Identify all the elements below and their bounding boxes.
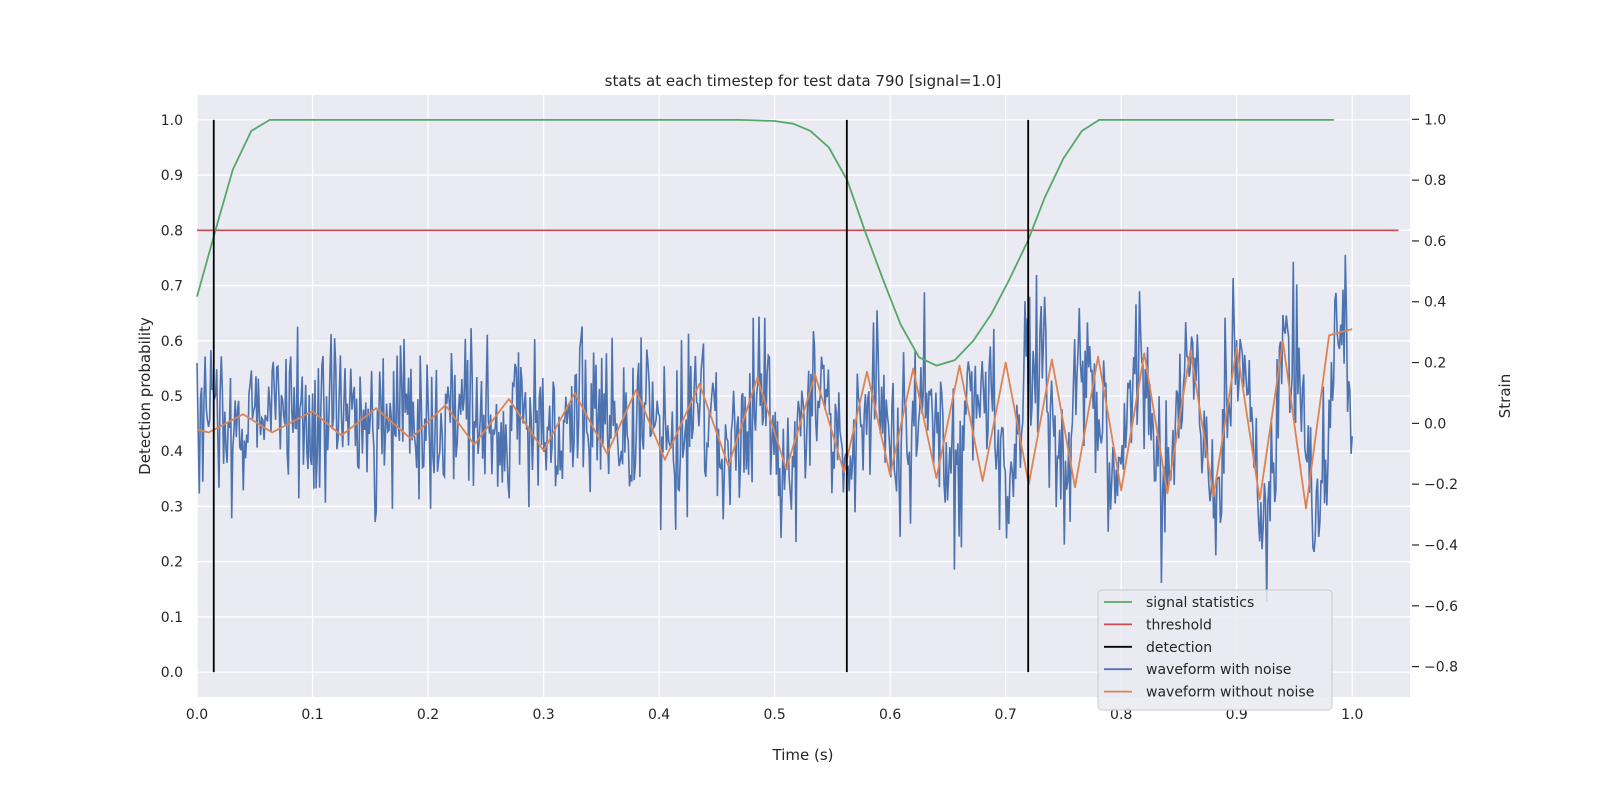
right-y-tick-label: 0.6	[1424, 234, 1446, 250]
x-tick-label: 0.4	[648, 707, 670, 723]
right-y-tick-label: −0.2	[1424, 477, 1458, 493]
legend: signal statistics threshold detection wavef…	[1097, 589, 1333, 711]
left-y-tick-label: 0.8	[161, 223, 183, 239]
left-y-tick-label: 0.1	[161, 610, 183, 626]
right-y-tick-label: −0.4	[1424, 538, 1458, 554]
legend-label: threshold	[1146, 617, 1212, 633]
right-y-axis-ticks: −0.8 −0.6 −0.4 −0.2 0.0 0.2 0.4 0.6 0.8 1.0	[1412, 112, 1458, 676]
x-tick-label: 0.6	[879, 707, 901, 723]
left-y-tick-label: 0.2	[161, 555, 183, 571]
legend-label: detection	[1146, 640, 1212, 656]
left-y-tick-label: 1.0	[161, 113, 183, 129]
left-y-tick-label: 0.5	[161, 389, 183, 405]
x-tick-label: 0.2	[417, 707, 439, 723]
x-tick-label: 0.7	[995, 707, 1017, 723]
x-tick-label: 0.3	[532, 707, 554, 723]
legend-box	[1097, 589, 1333, 711]
x-tick-label: 0.8	[1110, 707, 1132, 723]
legend-label: waveform without noise	[1146, 685, 1314, 701]
x-tick-label: 0.1	[301, 707, 323, 723]
right-y-axis-title: Strain	[1496, 374, 1514, 418]
left-y-tick-label: 0.3	[161, 499, 183, 515]
right-y-tick-label: −0.8	[1424, 660, 1458, 676]
left-y-tick-label: 0.7	[161, 279, 183, 295]
chart-title: stats at each timestep for test data 790…	[605, 72, 1002, 90]
x-axis-title: Time (s)	[772, 746, 834, 764]
left-y-axis-ticks: 0.0 0.1 0.2 0.3 0.4 0.5 0.6 0.7 0.8 0.9 1.0	[161, 113, 183, 681]
right-y-tick-label: 0.8	[1424, 173, 1446, 189]
right-y-tick-label: −0.6	[1424, 599, 1458, 615]
legend-label: signal statistics	[1146, 595, 1254, 611]
x-tick-label: 0.5	[763, 707, 785, 723]
right-y-tick-label: 1.0	[1424, 112, 1446, 128]
legend-label: waveform with noise	[1146, 662, 1291, 678]
x-axis-ticks: 0.0 0.1 0.2 0.3 0.4 0.5 0.6 0.7 0.8 0.9 1.0	[186, 707, 1364, 723]
right-y-tick-label: 0.2	[1424, 356, 1446, 372]
series-layer	[196, 119, 1399, 673]
left-y-axis-title: Detection probability	[136, 317, 154, 475]
left-y-tick-label: 0.0	[161, 665, 183, 681]
x-tick-label: 0.0	[186, 707, 208, 723]
left-y-tick-label: 0.4	[161, 444, 183, 460]
right-y-tick-label: 0.0	[1424, 416, 1446, 432]
right-y-tick-label: 0.4	[1424, 295, 1446, 311]
x-tick-label: 0.9	[1226, 707, 1248, 723]
waveform-without-noise-line	[196, 328, 1353, 510]
left-y-tick-label: 0.9	[161, 168, 183, 184]
signal-statistics-line	[196, 119, 1334, 367]
left-y-tick-label: 0.6	[161, 334, 183, 350]
x-tick-label: 1.0	[1341, 707, 1363, 723]
